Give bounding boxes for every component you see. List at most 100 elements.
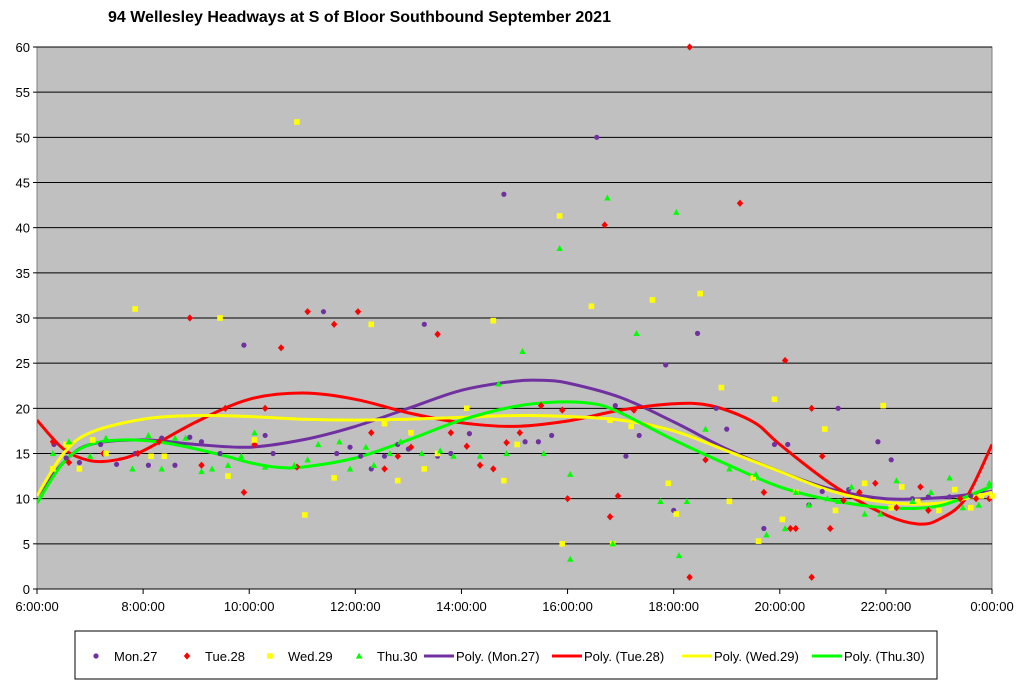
data-point (909, 497, 916, 504)
data-point (434, 330, 441, 338)
data-point (726, 498, 733, 505)
data-point (186, 314, 193, 322)
data-point (968, 493, 974, 499)
data-point (556, 245, 563, 252)
legend-entry: Poly. (Wed.29) (682, 649, 799, 664)
y-tick-label: 35 (16, 266, 30, 281)
data-point (952, 486, 958, 493)
data-point (861, 510, 868, 517)
x-axis-ticks: 6:00:00 8:00:00 10:00:00 12:00:00 14:00:00 16… (15, 588, 1014, 614)
legend-label: Poly. (Thu.30) (844, 649, 925, 664)
data-point (187, 434, 193, 440)
data-point (792, 488, 799, 495)
data-point (537, 402, 545, 410)
data-point (148, 453, 154, 460)
gridlines (37, 46, 992, 545)
data-point (217, 315, 223, 321)
data-point (421, 466, 428, 472)
legend-label: Poly. (Tue.28) (584, 649, 664, 664)
data-point (925, 506, 932, 515)
data-point (972, 495, 980, 503)
x-tick-label: 6:00:00 (15, 599, 58, 614)
data-point (198, 461, 205, 469)
data-point (609, 540, 616, 547)
data-point (736, 199, 744, 207)
legend-label: Mon.27 (114, 649, 157, 664)
legend-marker (355, 652, 363, 659)
data-point (636, 432, 642, 439)
data-point (899, 484, 905, 490)
data-point (927, 488, 935, 495)
data-point (978, 493, 985, 499)
y-tick-label: 50 (16, 130, 30, 145)
data-point (779, 516, 786, 523)
y-tick-label: 45 (16, 176, 30, 191)
data-point (673, 511, 680, 517)
data-point (861, 480, 868, 487)
legend-box (74, 630, 938, 680)
y-tick-label: 0 (23, 582, 30, 597)
data-point (614, 492, 622, 500)
data-point (98, 441, 104, 448)
data-point (819, 452, 826, 460)
data-point (665, 480, 672, 487)
data-point (606, 513, 614, 521)
data-point (808, 573, 815, 581)
y-tick-label: 60 (16, 40, 30, 55)
data-point (601, 221, 608, 229)
data-point (145, 462, 152, 468)
data-point (251, 437, 258, 443)
data-points (49, 43, 995, 581)
data-point (959, 504, 967, 511)
chart-title: 94 Wellesley Headways at S of Bloor Sout… (108, 9, 611, 26)
data-point (752, 470, 760, 477)
data-point (877, 510, 884, 517)
data-point (880, 402, 887, 409)
data-point (771, 441, 778, 448)
legend-marker (93, 653, 99, 659)
data-point (657, 497, 664, 504)
data-point (556, 213, 563, 219)
data-point (856, 488, 863, 496)
data-point (198, 468, 205, 475)
data-point (514, 441, 520, 448)
data-point (347, 444, 353, 450)
legend-marker (183, 652, 191, 660)
data-point (781, 356, 789, 365)
data-point (113, 461, 120, 467)
data-point (724, 426, 730, 432)
data-point (381, 465, 388, 473)
data-point (946, 474, 953, 481)
data-point (89, 437, 96, 443)
data-point (888, 504, 894, 511)
data-point (914, 498, 921, 505)
data-point (302, 512, 308, 518)
data-point (476, 461, 484, 469)
data-point (418, 450, 425, 457)
data-point (675, 552, 683, 559)
data-point (334, 450, 340, 457)
data-point (63, 441, 69, 448)
data-point (819, 488, 825, 495)
x-tick-label: 16:00:00 (542, 599, 593, 614)
data-point (134, 449, 142, 458)
legend-entry: Mon.27 (93, 649, 157, 664)
data-point (535, 439, 541, 445)
legend-label: Thu.30 (377, 649, 417, 664)
data-point (588, 303, 595, 310)
data-point (792, 524, 799, 533)
y-tick-label: 40 (16, 221, 30, 236)
data-point (238, 452, 245, 459)
data-point (686, 43, 693, 51)
data-point (437, 447, 444, 454)
data-point (633, 329, 640, 336)
data-point (840, 496, 847, 505)
data-point (559, 406, 566, 414)
data-point (607, 417, 613, 423)
data-point (407, 443, 415, 451)
series-thu-30 (49, 194, 993, 562)
legend-entry: Wed.29 (267, 649, 333, 664)
data-point (501, 477, 507, 484)
series-wed-29 (50, 119, 995, 547)
